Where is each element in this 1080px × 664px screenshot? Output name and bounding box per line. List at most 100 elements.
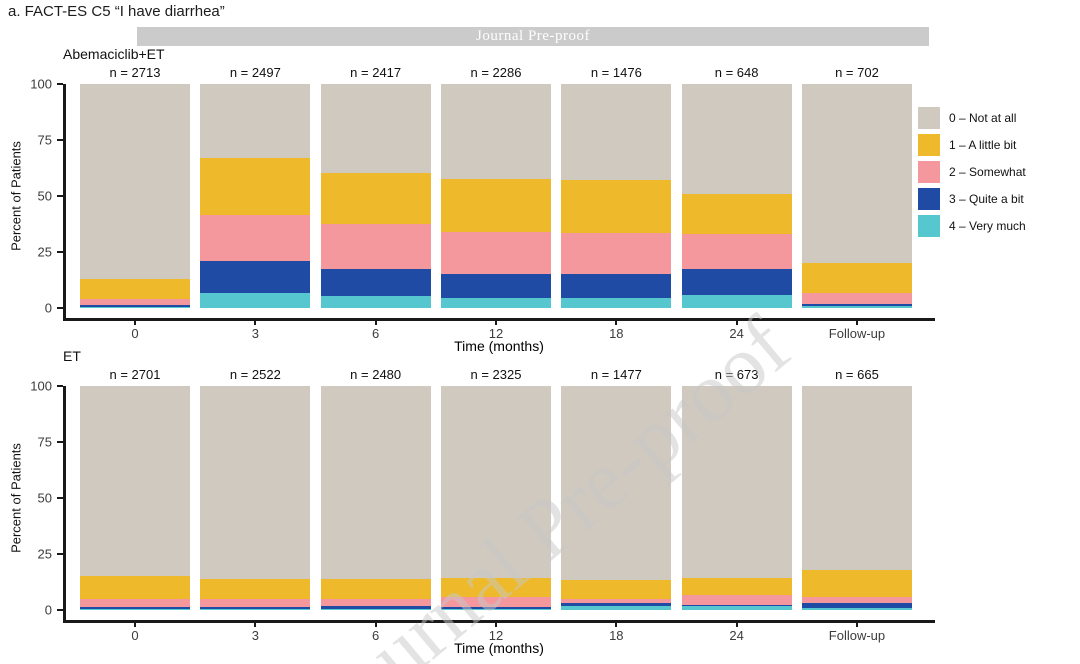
bar-segment-not-at-all <box>440 386 551 578</box>
bar-segment-quite-a-bit <box>681 269 792 296</box>
n-label: n = 2286 <box>470 65 522 80</box>
bar-segment-a-little-bit <box>681 193 792 235</box>
n-label: n = 2701 <box>109 367 161 382</box>
x-tick-mark <box>494 320 497 325</box>
bar-segment-a-little-bit <box>320 579 431 600</box>
x-axis-line <box>63 318 935 321</box>
plot-area <box>63 386 932 610</box>
bar-segment-somewhat <box>681 234 792 270</box>
bar-segment-a-little-bit <box>440 179 551 232</box>
x-tick-mark <box>855 622 858 627</box>
x-axis-title: Time (months) <box>454 640 544 656</box>
bar-segment-very-much <box>80 307 190 308</box>
x-axis-line <box>63 620 935 623</box>
x-tick-mark <box>374 320 377 325</box>
bar-segment-very-much <box>801 608 912 610</box>
bar-segment-not-at-all <box>561 386 672 580</box>
y-tick-label: 75 <box>37 434 52 450</box>
n-label: n = 2417 <box>350 65 402 80</box>
x-tick-mark <box>615 320 618 325</box>
y-axis: 0 25 50 75 100 <box>0 379 63 618</box>
n-label: n = 665 <box>835 367 879 382</box>
legend-swatch-not-at-all <box>918 107 940 129</box>
x-tick-label: 12 <box>488 628 504 643</box>
x-tick-label: 12 <box>488 326 504 341</box>
panel-title: ET <box>63 348 81 364</box>
bar-segment-somewhat <box>440 597 551 607</box>
y-tick-mark <box>57 609 63 611</box>
bar-segment-quite-a-bit <box>320 605 431 609</box>
y-tick-label: 50 <box>37 490 52 506</box>
bar-segment-somewhat <box>801 596 912 603</box>
bar-segment-very-much <box>440 608 551 610</box>
bar-segment-quite-a-bit <box>681 605 792 606</box>
bar-column-12 <box>440 84 551 308</box>
banner-text: Journal Pre-proof <box>476 28 590 44</box>
x-tick-mark <box>134 622 136 627</box>
bar-segment-a-little-bit <box>801 263 912 294</box>
bar-segment-very-much <box>200 293 311 308</box>
bar-segment-very-much <box>80 608 190 610</box>
bar-segment-very-much <box>320 608 431 610</box>
n-label: n = 1477 <box>590 367 642 382</box>
x-tick-mark <box>735 622 738 627</box>
bar-segment-very-much <box>320 295 431 308</box>
bar-segment-not-at-all <box>320 386 431 580</box>
legend-item-not-at-all: 0 – Not at all <box>918 107 1026 129</box>
y-tick-label: 0 <box>44 602 52 618</box>
y-tick-label: 100 <box>30 378 52 394</box>
bar-segment-quite-a-bit <box>200 260 311 293</box>
bar-segment-quite-a-bit <box>440 606 551 609</box>
n-label: n = 702 <box>835 65 879 80</box>
bar-segment-somewhat <box>561 599 672 604</box>
legend-swatch-quite-a-bit <box>918 188 940 210</box>
bar-column-12 <box>440 386 551 610</box>
bar-segment-very-much <box>681 295 792 308</box>
n-row: n = 2713 n = 2497 n = 2417 n = 2286 n = 1476… <box>63 65 935 80</box>
bar-segment-a-little-bit <box>440 577 551 598</box>
x-tick-mark <box>254 622 257 627</box>
figure-title: a. FACT-ES C5 “I have diarrhea” <box>8 3 225 20</box>
y-tick-mark <box>57 251 63 253</box>
bar-segment-not-at-all <box>320 84 431 173</box>
x-tick-mark <box>254 320 257 325</box>
x-tick-mark <box>735 320 738 325</box>
bar-segment-somewhat <box>801 293 912 304</box>
n-label: n = 2480 <box>350 367 402 382</box>
x-tick-label: Follow-up <box>828 628 886 643</box>
bar-segment-quite-a-bit <box>80 606 190 609</box>
bar-segment-quite-a-bit <box>80 305 190 308</box>
bar-column-18 <box>561 84 672 308</box>
bar-segment-a-little-bit <box>561 180 672 233</box>
bar-column-6 <box>320 386 431 610</box>
bar-column-0 <box>80 84 190 308</box>
n-row: n = 2701 n = 2522 n = 2480 n = 2325 n = 1477… <box>63 367 935 382</box>
y-tick-mark <box>57 307 63 309</box>
x-tick-label: 6 <box>372 326 380 341</box>
bar-segment-somewhat <box>320 224 431 269</box>
y-tick-label: 25 <box>37 546 52 562</box>
bar-segment-a-little-bit <box>200 157 311 216</box>
bar-column-18 <box>561 386 672 610</box>
n-label: n = 2713 <box>109 65 161 80</box>
bar-segment-quite-a-bit <box>561 273 672 298</box>
panel-abemaciclib-et: Abemaciclib+ET Percent of Patients n = 2… <box>0 46 1080 356</box>
y-tick-label: 75 <box>37 132 52 148</box>
bar-segment-not-at-all <box>80 386 190 577</box>
x-tick-mark <box>134 320 136 325</box>
bar-column-0 <box>80 386 190 610</box>
legend-item-quite-a-bit: 3 – Quite a bit <box>918 188 1026 210</box>
x-tick-label: 18 <box>609 326 624 341</box>
legend-label-somewhat: 2 – Somewhat <box>949 165 1026 179</box>
legend-swatch-somewhat <box>918 161 940 183</box>
bar-segment-a-little-bit <box>561 579 672 600</box>
x-tick-label: 18 <box>609 628 624 643</box>
n-label: n = 648 <box>714 65 759 80</box>
x-tick-label: 0 <box>131 628 139 643</box>
bar-segment-not-at-all <box>80 84 190 279</box>
x-tick-mark <box>494 622 497 627</box>
bar-segment-very-much <box>681 605 792 610</box>
bar-segment-somewhat <box>681 595 792 606</box>
x-tick-mark <box>374 622 377 627</box>
